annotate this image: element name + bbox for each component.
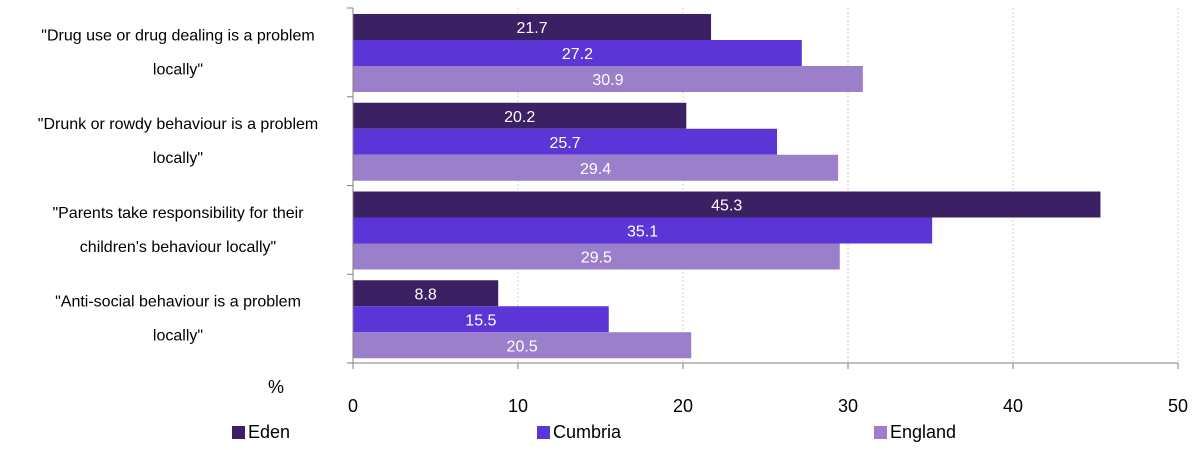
x-axis-label: %: [268, 377, 284, 397]
data-label: 8.8: [414, 286, 436, 303]
data-label: 35.1: [627, 224, 658, 241]
x-tick-label: 10: [508, 396, 528, 416]
category-label: locally": [153, 61, 203, 78]
bar-eden-0: [353, 14, 712, 40]
category-label: "Drunk or rowdy behaviour is a problem: [38, 116, 318, 133]
bar-eden-3: [353, 280, 499, 307]
data-label: 21.7: [516, 20, 547, 37]
category-label: "Drug use or drug dealing is a problem: [41, 27, 314, 44]
bar-england-0: [353, 66, 863, 92]
legend-item-cumbria: Cumbria: [537, 420, 621, 444]
data-label: 20.5: [507, 338, 538, 355]
data-label: 45.3: [711, 198, 742, 215]
legend-item-eden: Eden: [232, 420, 290, 444]
legend-label-eden: Eden: [248, 421, 291, 442]
bar-cumbria-0: [353, 40, 802, 66]
data-label: 20.2: [504, 109, 535, 126]
category-label: locally": [153, 150, 203, 167]
bar-cumbria-1: [353, 128, 778, 155]
x-tick-label: 20: [673, 396, 693, 416]
bar-england-1: [353, 154, 839, 181]
bar-cumbria-2: [353, 217, 933, 244]
category-label: "Parents take responsibility for their: [52, 205, 304, 222]
data-label: 27.2: [562, 46, 593, 63]
data-label: 29.4: [580, 161, 611, 178]
bar-cumbria-3: [353, 306, 609, 333]
bar-eden-2: [353, 191, 1101, 218]
data-label: 25.7: [549, 135, 580, 152]
category-label: "Anti-social behaviour is a problem: [55, 294, 301, 311]
bar-eden-1: [353, 102, 687, 129]
x-tick-label: 40: [1003, 396, 1023, 416]
category-label: locally": [153, 328, 203, 345]
legend-swatch-england: [874, 425, 887, 439]
bar-england-2: [353, 243, 840, 270]
category-label: children's behaviour locally": [80, 239, 276, 256]
data-label: 15.5: [465, 312, 496, 329]
x-tick-label: 50: [1168, 396, 1188, 416]
data-label: 30.9: [592, 72, 623, 89]
data-label: 29.5: [581, 250, 612, 267]
x-tick-label: 0: [348, 396, 358, 416]
legend-swatch-cumbria: [537, 425, 550, 439]
legend-label-england: England: [890, 421, 957, 442]
bar-england-3: [353, 332, 692, 359]
legend-item-england: England: [874, 420, 956, 444]
x-tick-label: 30: [838, 396, 858, 416]
legend-swatch-eden: [232, 425, 245, 439]
legend-label-cumbria: Cumbria: [553, 421, 622, 442]
